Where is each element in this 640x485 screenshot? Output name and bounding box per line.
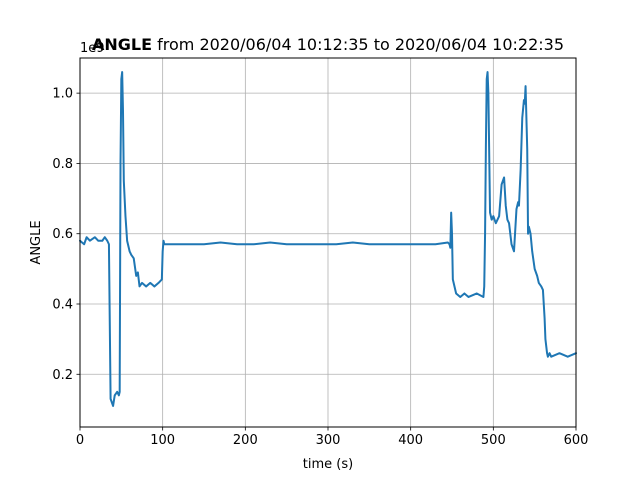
chart-title: ANGLE from 2020/06/04 10:12:35 to 2020/0… [92,35,564,54]
x-tick-label: 400 [398,433,423,448]
x-tick-label: 0 [76,433,84,448]
chart-title-bold: ANGLE [92,35,152,54]
chart-title-rest: from 2020/06/04 10:12:35 to 2020/06/04 1… [152,35,564,54]
series-line [79,71,577,407]
x-tick-label: 200 [233,433,258,448]
y-tick-label: 0.6 [52,227,73,242]
y-tick-label: 0.4 [52,298,73,313]
y-axis-ticks: 0.2 0.4 0.6 0.8 1.0 [52,87,80,383]
x-axis-ticks: 0 100 200 300 400 500 600 [76,427,589,448]
y-axis-label: ANGLE [29,220,44,264]
x-tick-label: 300 [316,433,341,448]
x-axis-label: time (s) [303,457,353,472]
offset-label: 1e9 [80,41,105,56]
x-tick-label: 100 [150,433,175,448]
y-tick-label: 0.2 [52,368,73,383]
data-layer [79,71,577,407]
y-tick-label: 0.8 [52,157,73,172]
x-tick-label: 500 [481,433,506,448]
x-tick-label: 600 [564,433,589,448]
y-tick-label: 1.0 [52,87,73,102]
